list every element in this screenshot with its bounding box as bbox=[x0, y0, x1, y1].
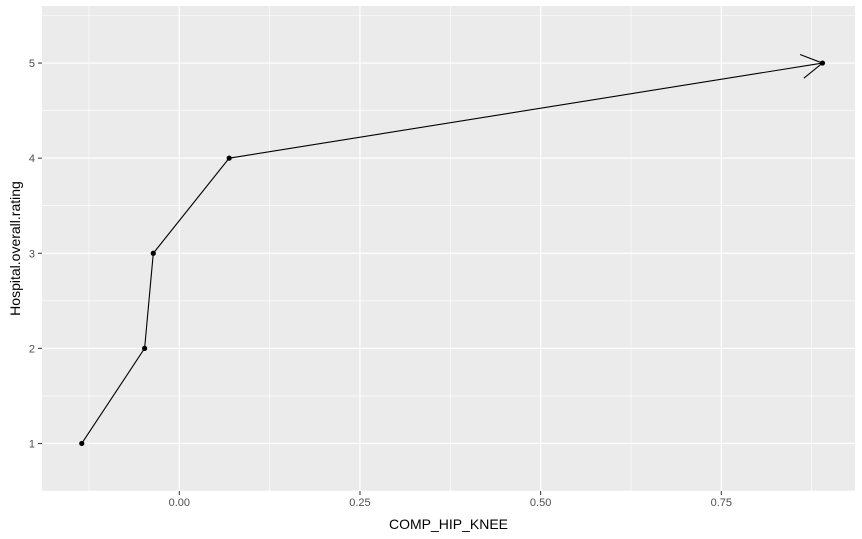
x-axis: 0.00 0.25 0.50 0.75 bbox=[169, 491, 732, 509]
y-axis: 1 2 3 4 5 bbox=[29, 58, 42, 450]
x-axis-title: COMP_HIP_KNEE bbox=[389, 516, 508, 532]
x-tick-label: 0.00 bbox=[169, 497, 190, 509]
minor-gridlines bbox=[42, 6, 855, 492]
y-tick-label: 3 bbox=[29, 248, 35, 260]
data-point bbox=[79, 440, 85, 447]
y-tick-label: 1 bbox=[29, 438, 35, 450]
y-tick-label: 5 bbox=[29, 58, 35, 70]
y-tick-label: 2 bbox=[29, 343, 35, 355]
data-point bbox=[226, 155, 232, 161]
x-tick-label: 0.50 bbox=[530, 497, 551, 509]
arrow-head bbox=[799, 53, 824, 79]
y-axis-title: Hospital.overall.rating bbox=[7, 181, 23, 316]
major-gridlines bbox=[42, 6, 855, 491]
plot-panel bbox=[42, 6, 855, 491]
data-point bbox=[142, 345, 148, 351]
x-tick-label: 0.75 bbox=[711, 497, 732, 509]
series-layer bbox=[79, 53, 826, 447]
y-tick-label: 4 bbox=[29, 153, 35, 165]
data-point bbox=[150, 250, 156, 256]
x-tick-label: 0.25 bbox=[349, 497, 370, 509]
